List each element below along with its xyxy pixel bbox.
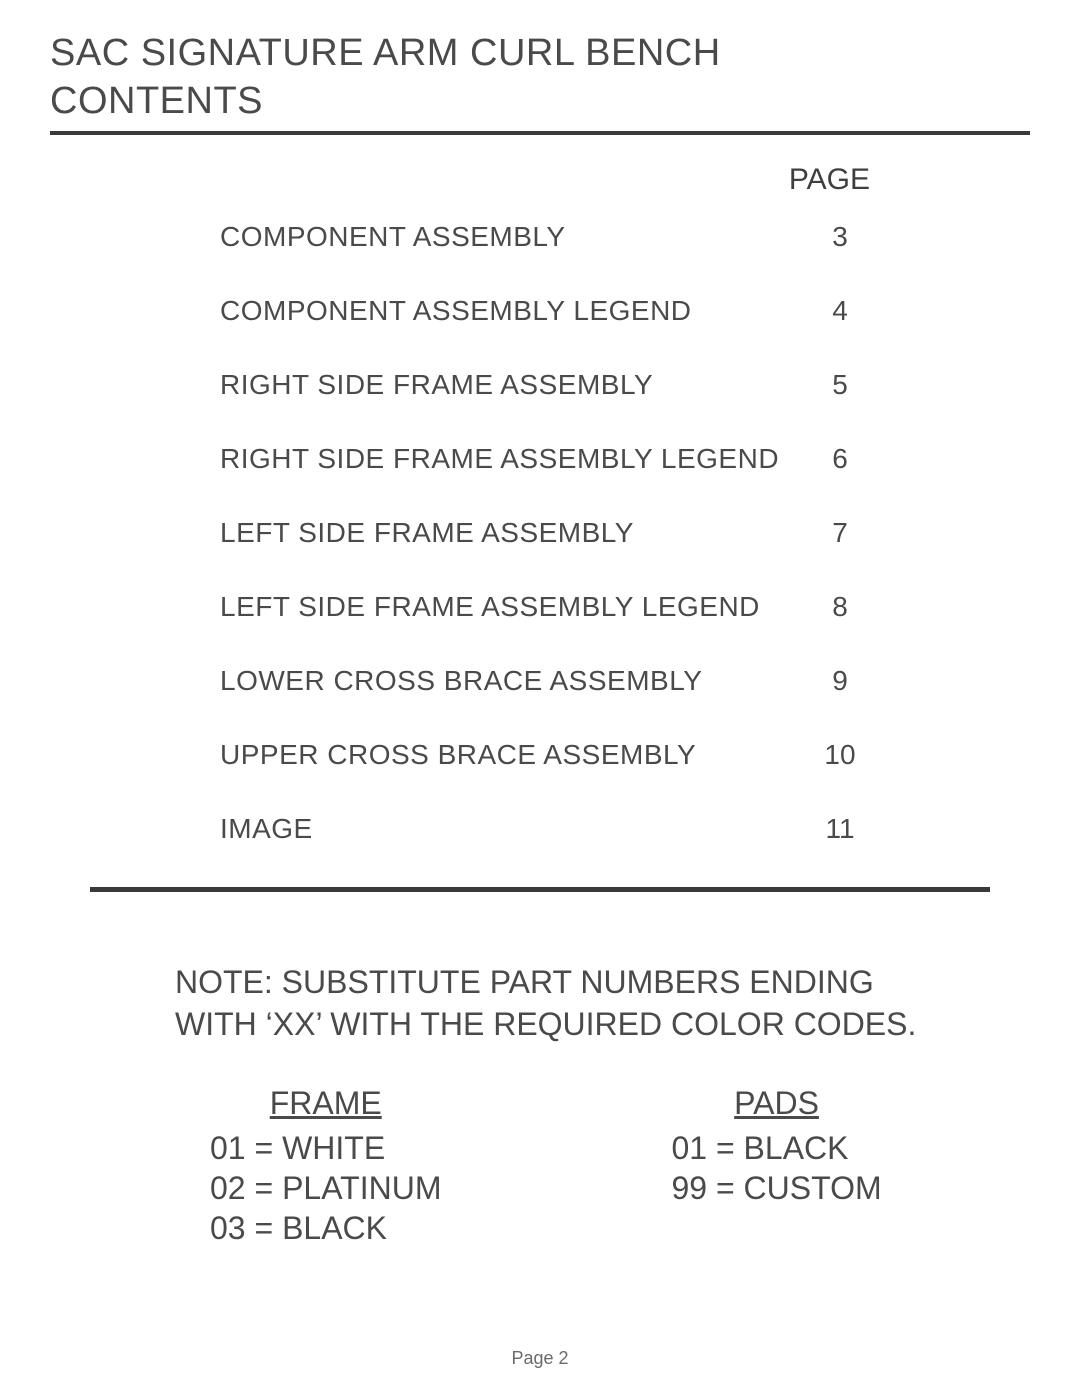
toc-label: RIGHT SIDE FRAME ASSEMBLY LEGEND: [220, 443, 779, 475]
frame-codes-column: FRAME 01 = WHITE 02 = PLATINUM 03 = BLAC…: [210, 1085, 441, 1248]
note-text: NOTE: SUBSTITUTE PART NUMBERS ENDING WIT…: [175, 962, 940, 1045]
pads-code-item: 01 = BLACK: [671, 1128, 881, 1168]
toc-row: LEFT SIDE FRAME ASSEMBLY LEGEND 8: [220, 591, 870, 623]
frame-code-item: 01 = WHITE: [210, 1128, 441, 1168]
toc-label: IMAGE: [220, 813, 313, 845]
table-of-contents: COMPONENT ASSEMBLY 3 COMPONENT ASSEMBLY …: [50, 221, 1030, 845]
toc-row: RIGHT SIDE FRAME ASSEMBLY 5: [220, 369, 870, 401]
frame-codes-heading: FRAME: [210, 1085, 441, 1122]
toc-label: COMPONENT ASSEMBLY LEGEND: [220, 295, 692, 327]
toc-row: IMAGE 11: [220, 813, 870, 845]
divider-bottom: [90, 887, 990, 892]
toc-page: 6: [810, 443, 870, 475]
toc-label: LEFT SIDE FRAME ASSEMBLY: [220, 517, 634, 549]
pads-codes-heading: PADS: [671, 1085, 881, 1122]
page-column-header: PAGE: [50, 163, 1030, 197]
toc-row: LOWER CROSS BRACE ASSEMBLY 9: [220, 665, 870, 697]
page-footer: Page 2: [0, 1348, 1080, 1369]
toc-row: COMPONENT ASSEMBLY LEGEND 4: [220, 295, 870, 327]
title-line-1: SAC SIGNATURE ARM CURL BENCH: [50, 30, 1030, 78]
toc-row: RIGHT SIDE FRAME ASSEMBLY LEGEND 6: [220, 443, 870, 475]
toc-page: 8: [810, 591, 870, 623]
toc-label: LEFT SIDE FRAME ASSEMBLY LEGEND: [220, 591, 760, 623]
pads-code-item: 99 = CUSTOM: [671, 1168, 881, 1208]
title-block: SAC SIGNATURE ARM CURL BENCH CONTENTS: [50, 30, 1030, 125]
toc-page: 7: [810, 517, 870, 549]
toc-label: UPPER CROSS BRACE ASSEMBLY: [220, 739, 696, 771]
title-line-2: CONTENTS: [50, 78, 1030, 126]
toc-page: 4: [810, 295, 870, 327]
toc-page: 9: [810, 665, 870, 697]
toc-row: UPPER CROSS BRACE ASSEMBLY 10: [220, 739, 870, 771]
toc-label: COMPONENT ASSEMBLY: [220, 221, 566, 253]
toc-page: 10: [810, 739, 870, 771]
toc-label: RIGHT SIDE FRAME ASSEMBLY: [220, 369, 653, 401]
toc-label: LOWER CROSS BRACE ASSEMBLY: [220, 665, 702, 697]
toc-page: 3: [810, 221, 870, 253]
toc-row: LEFT SIDE FRAME ASSEMBLY 7: [220, 517, 870, 549]
frame-code-item: 03 = BLACK: [210, 1208, 441, 1248]
frame-code-item: 02 = PLATINUM: [210, 1168, 441, 1208]
toc-page: 5: [810, 369, 870, 401]
toc-page: 11: [810, 813, 870, 845]
toc-row: COMPONENT ASSEMBLY 3: [220, 221, 870, 253]
color-codes-section: FRAME 01 = WHITE 02 = PLATINUM 03 = BLAC…: [50, 1085, 1030, 1248]
divider-top: [50, 131, 1030, 135]
document-page: SAC SIGNATURE ARM CURL BENCH CONTENTS PA…: [0, 0, 1080, 1397]
pads-codes-column: PADS 01 = BLACK 99 = CUSTOM: [671, 1085, 881, 1248]
